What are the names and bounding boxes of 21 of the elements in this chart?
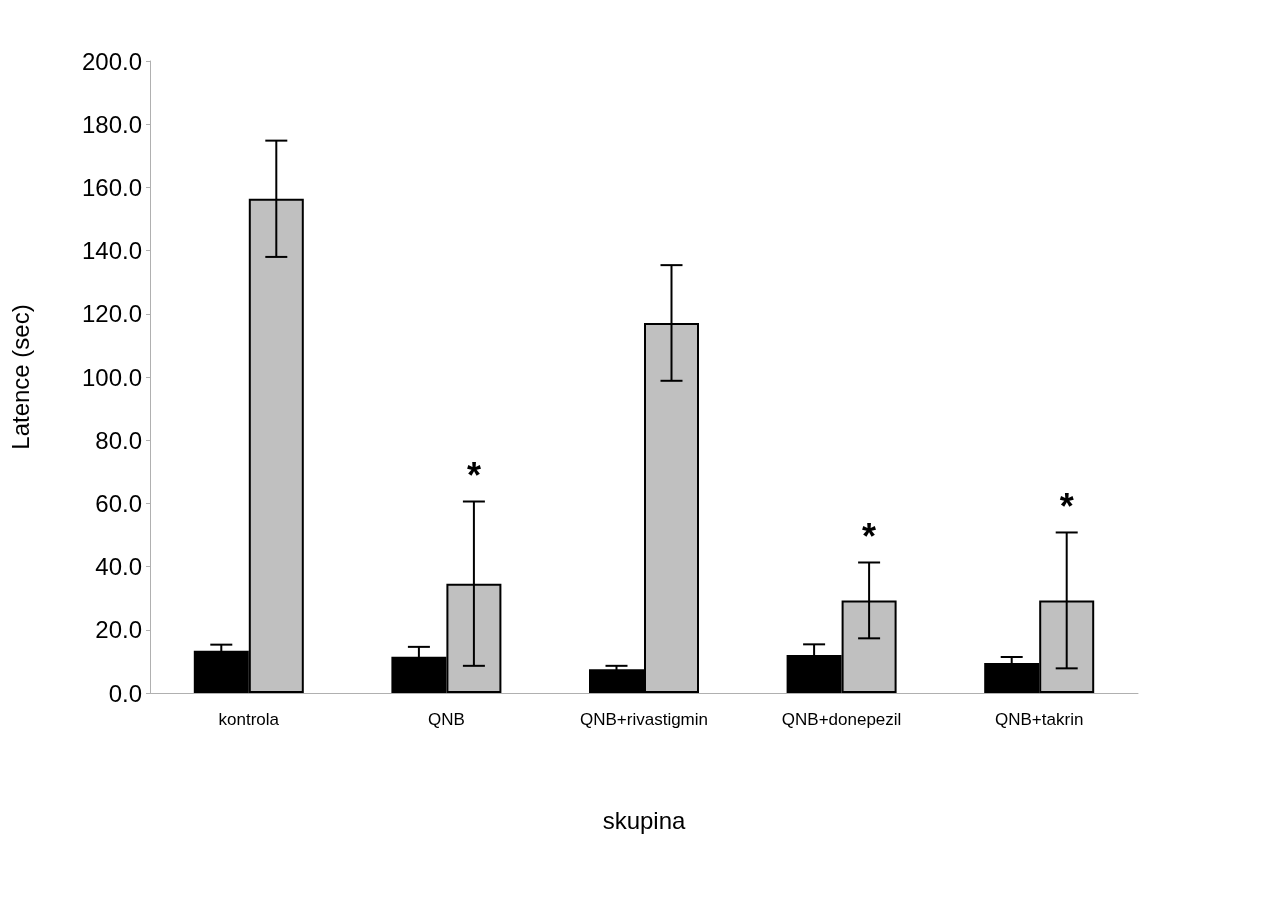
y-tick-label: 60.0 — [95, 489, 142, 517]
y-tick-label: 180.0 — [81, 110, 142, 138]
data-label: * — [466, 455, 481, 496]
x-tick-label: QNB+donepezil — [781, 710, 902, 729]
y-tick-label: 140.0 — [81, 237, 142, 265]
data-label: * — [862, 515, 877, 557]
y-tick-label: 160.0 — [81, 173, 142, 201]
x-tick-label: QNB+takrin — [995, 710, 1084, 729]
x-tick-label: kontrola — [218, 710, 280, 729]
x-tick-label: QNB — [427, 710, 465, 729]
y-tick-label: 20.0 — [95, 616, 142, 644]
y-tick-label: 200.0 — [81, 47, 142, 75]
y-tick-label: 0.0 — [108, 679, 142, 707]
y-tick-label: 80.0 — [95, 426, 142, 454]
y-tick-label: 120.0 — [81, 300, 142, 328]
y-tick-label: 40.0 — [95, 553, 142, 581]
x-tick-label: QNB+rivastigmin — [579, 710, 709, 729]
x-axis-title: skupina — [602, 806, 687, 834]
y-axis-title: Latence (sec) — [6, 304, 34, 450]
y-tick-label: 100.0 — [81, 363, 142, 391]
data-label: * — [1059, 485, 1074, 527]
